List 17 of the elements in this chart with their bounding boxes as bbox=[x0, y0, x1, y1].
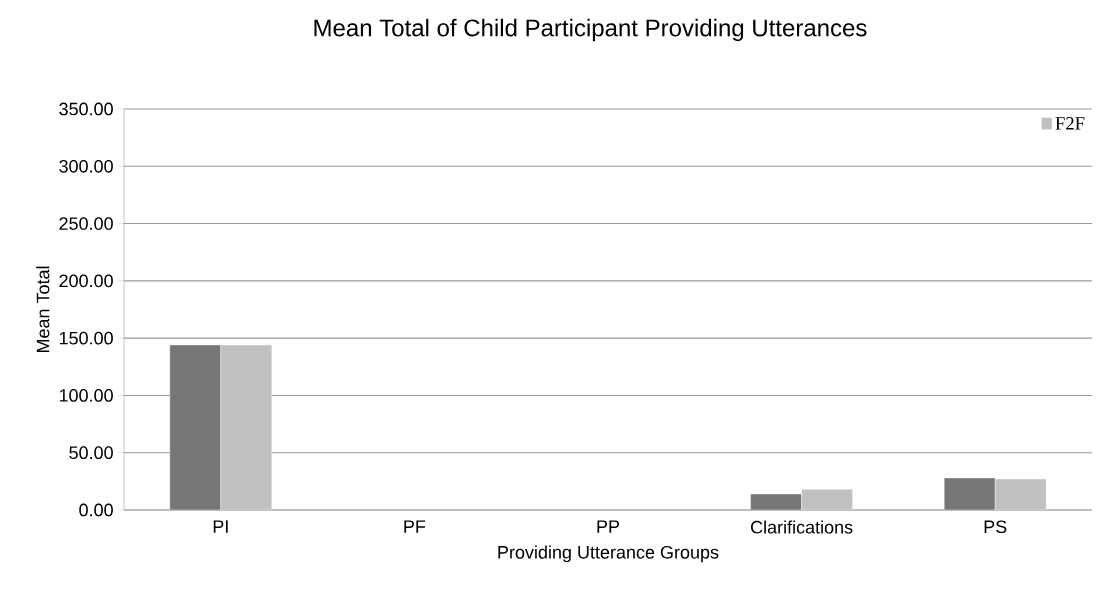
y-axis-title: Mean Total bbox=[36, 266, 50, 353]
x-tick-label: PS bbox=[984, 520, 1007, 534]
chart-title: Mean Total of Child Participant Providing Utterances bbox=[314, 18, 867, 42]
legend-label: F2F bbox=[1055, 117, 1085, 130]
y-tick-label: 100.00 bbox=[59, 389, 113, 402]
y-tick-label: 250.00 bbox=[59, 217, 113, 230]
y-tick-label: 150.00 bbox=[59, 331, 113, 345]
y-tick-label: 350.00 bbox=[59, 102, 113, 116]
y-tick-label: 0.00 bbox=[79, 503, 113, 517]
y-tick-label: 50.00 bbox=[69, 446, 113, 460]
x-axis-title: Providing Utterance Groups bbox=[498, 545, 719, 563]
x-tick-label: PF bbox=[404, 520, 426, 533]
x-tick-label: Clarifications bbox=[751, 520, 853, 534]
x-tick-label: PP bbox=[597, 520, 620, 533]
y-tick-label: 300.00 bbox=[59, 159, 113, 173]
y-tick-label: 200.00 bbox=[59, 274, 113, 288]
x-tick-label: PI bbox=[213, 520, 228, 533]
